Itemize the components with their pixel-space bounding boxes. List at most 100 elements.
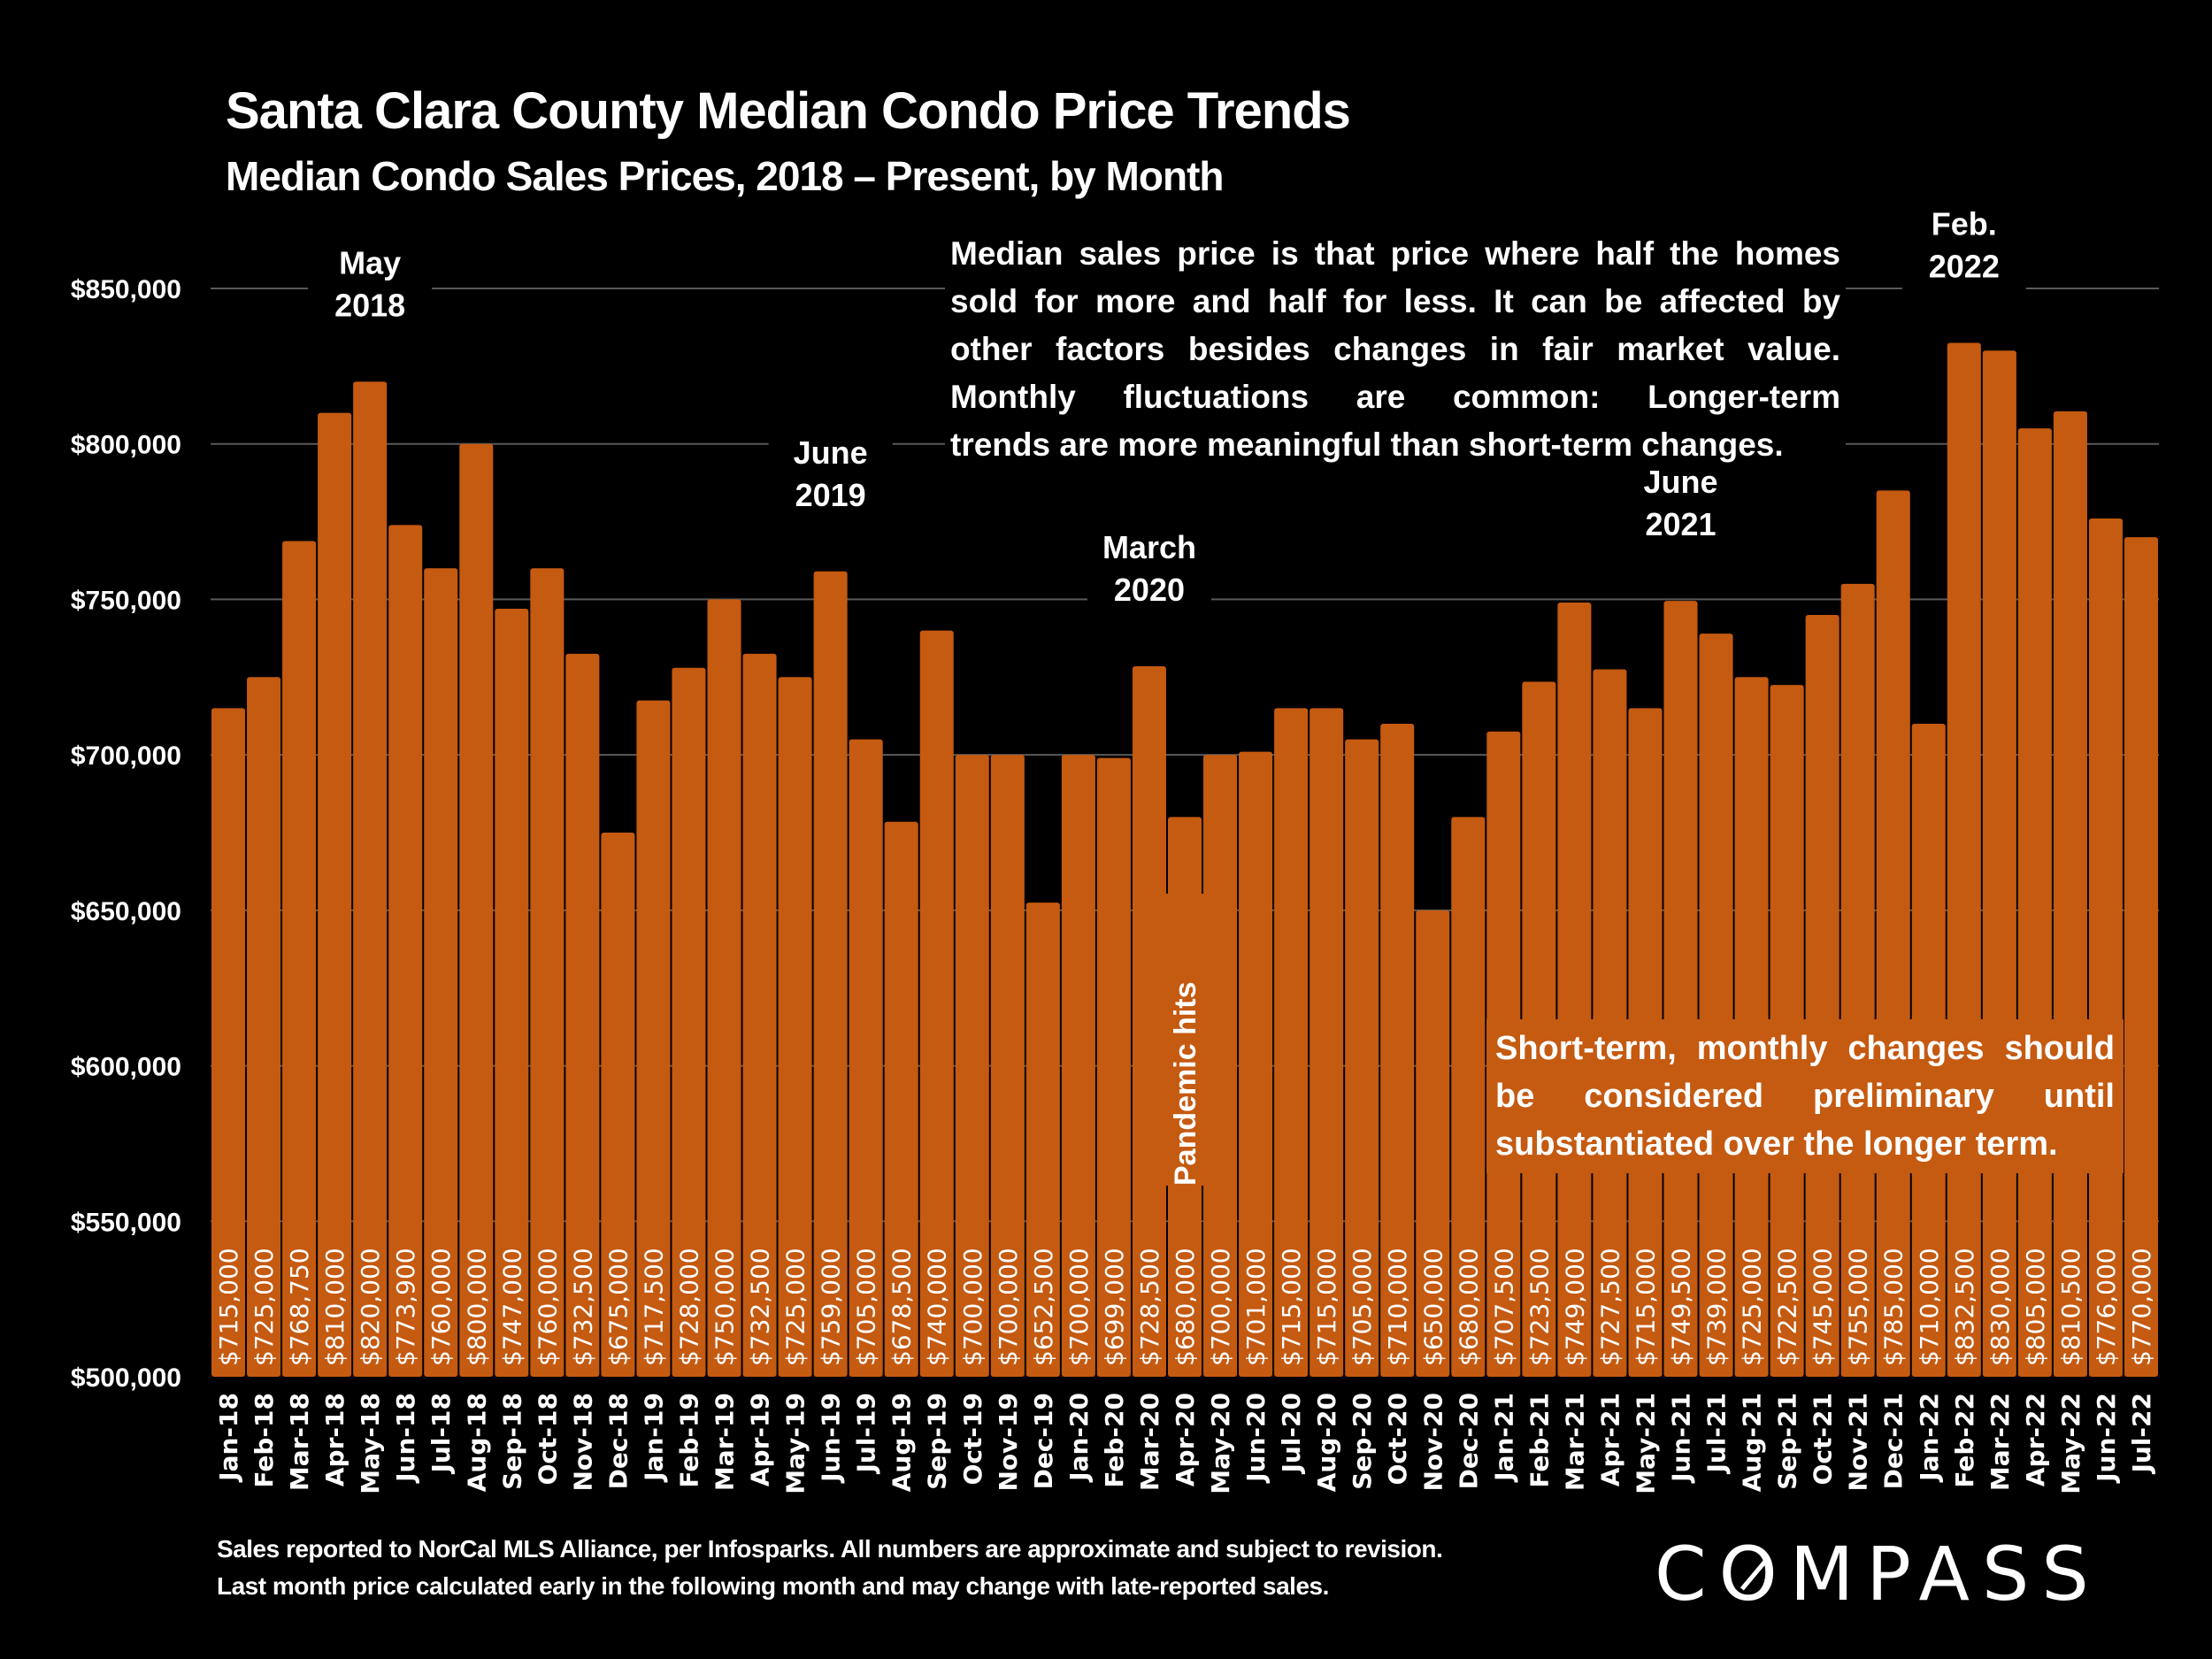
bar — [1274, 708, 1309, 1377]
annotation-label: 2020 — [1114, 572, 1185, 608]
note-line: trends are more meaningful than short-te… — [950, 426, 1784, 463]
y-tick-label: $500,000 — [71, 1363, 181, 1393]
x-tick-label: Feb-21 — [1525, 1393, 1554, 1488]
x-tick-label: Feb-19 — [674, 1393, 703, 1488]
x-tick-label: Mar-19 — [710, 1393, 740, 1491]
bar — [1840, 583, 1875, 1377]
data-label: $770,000 — [2127, 1248, 2156, 1366]
logo-letter: P — [1866, 1531, 1919, 1617]
x-tick-label: Jul-21 — [1702, 1393, 1732, 1475]
x-tick-label: Nov-21 — [1844, 1393, 1873, 1492]
bar — [1025, 902, 1060, 1377]
preliminary-note: Short-term, monthly changes should be co… — [1486, 1019, 2124, 1173]
x-tick-label: Nov-18 — [568, 1393, 597, 1492]
bar — [1416, 910, 1450, 1377]
x-tick-label: May-22 — [2056, 1393, 2085, 1494]
bar — [1699, 634, 1733, 1377]
annotation-background — [1618, 461, 1743, 556]
y-tick-label: $650,000 — [71, 897, 181, 926]
median-explanation-note: Median sales price is that price where h… — [945, 230, 1846, 469]
data-label: $759,000 — [817, 1248, 846, 1366]
footer-line: Last month price calculated early in the… — [217, 1572, 1329, 1600]
data-label: $723,500 — [1525, 1248, 1554, 1366]
x-tick-label: Jun-20 — [1241, 1393, 1271, 1484]
bar — [919, 630, 954, 1377]
bar — [955, 755, 989, 1377]
x-tick-label: Aug-19 — [887, 1393, 917, 1492]
y-tick-label: $700,000 — [71, 741, 181, 771]
logo-letter: S — [2041, 1531, 2101, 1617]
data-label: $678,500 — [887, 1248, 917, 1366]
data-label: $760,000 — [533, 1248, 562, 1366]
bar — [495, 608, 529, 1377]
data-label: $749,000 — [1560, 1248, 1589, 1366]
bar — [1982, 350, 2016, 1378]
y-tick-label: $550,000 — [71, 1208, 181, 1237]
x-tick-label: Sep-21 — [1773, 1393, 1802, 1490]
data-label: $755,000 — [1844, 1248, 1873, 1366]
x-tick-label: Jun-19 — [817, 1393, 846, 1484]
x-tick-label: Mar-21 — [1560, 1393, 1589, 1491]
chart-title: Santa Clara County Median Condo Price Tr… — [226, 82, 1351, 140]
data-label: $725,000 — [781, 1248, 810, 1366]
x-tick-label: Jun-22 — [2092, 1393, 2121, 1484]
logo-letter: A — [1918, 1531, 1983, 1617]
data-label: $773,900 — [391, 1248, 420, 1366]
bar — [2053, 411, 2087, 1377]
bar — [742, 653, 777, 1377]
bar — [1380, 724, 1415, 1377]
bar — [1310, 708, 1344, 1377]
data-label: $715,000 — [1277, 1248, 1306, 1366]
bar — [1876, 490, 1910, 1377]
logo-text: COMPASS — [1655, 1531, 2101, 1617]
note-line: Short-term, monthly changes should — [1495, 1030, 2115, 1067]
footer-line: Sales reported to NorCal MLS Alliance, p… — [217, 1535, 1443, 1563]
annotation-pandemic-hits: Pandemic hits — [1169, 981, 1202, 1186]
bar — [1132, 665, 1166, 1377]
x-tick-label: Apr-18 — [320, 1393, 349, 1486]
annotation-background — [1087, 526, 1211, 620]
data-label: $725,000 — [1738, 1248, 1767, 1366]
x-tick-label: Jan-18 — [214, 1393, 243, 1483]
data-label: $768,750 — [285, 1248, 314, 1366]
x-tick-label: Jul-18 — [426, 1393, 456, 1475]
x-tick-label: Oct-20 — [1383, 1393, 1412, 1485]
x-tick-label: Feb-20 — [1100, 1393, 1129, 1488]
bar — [1061, 755, 1095, 1377]
x-tick-label: Jul-20 — [1277, 1393, 1306, 1475]
x-tick-label: Sep-19 — [923, 1393, 952, 1490]
data-label: $701,000 — [1241, 1248, 1271, 1366]
bar — [2017, 428, 2052, 1378]
note-line: Monthly fluctuations are common: Longer-… — [950, 379, 1840, 415]
x-tick-label: Jun-18 — [391, 1393, 420, 1484]
bar — [1203, 755, 1238, 1377]
data-label: $805,000 — [2021, 1248, 2050, 1366]
bar — [1663, 601, 1698, 1377]
annotation-label: March — [1102, 529, 1196, 565]
bar — [353, 381, 388, 1377]
bar — [778, 677, 812, 1377]
x-tick-label: Dec-18 — [603, 1393, 633, 1489]
data-label: $715,000 — [214, 1248, 243, 1366]
logo-letter: M — [1789, 1531, 1867, 1617]
data-label: $800,000 — [462, 1248, 491, 1366]
data-label: $680,000 — [1171, 1248, 1200, 1366]
bar — [1345, 739, 1379, 1377]
x-tick-label: Dec-19 — [1029, 1393, 1058, 1489]
x-tick-label: Mar-20 — [1135, 1393, 1164, 1491]
x-tick-label: Aug-20 — [1312, 1393, 1341, 1492]
annotation-label: Feb. — [1932, 206, 1997, 242]
annotation-background — [768, 431, 893, 526]
data-label: $707,500 — [1489, 1248, 1518, 1366]
bar — [1947, 342, 1981, 1377]
data-label: $832,500 — [1950, 1248, 1979, 1366]
bar — [1557, 602, 1592, 1377]
data-label: $700,000 — [1064, 1248, 1094, 1366]
bar — [1805, 615, 1839, 1377]
note-line: other factors besides changes in fair ma… — [950, 331, 1840, 367]
bar — [813, 571, 848, 1377]
data-label: $810,500 — [2056, 1248, 2085, 1366]
x-tick-label: Nov-19 — [994, 1393, 1023, 1492]
annotation-label: 2021 — [1645, 506, 1716, 542]
y-axis: $500,000 $550,000 $600,000 $650,000 $700,000… — [71, 275, 181, 1393]
